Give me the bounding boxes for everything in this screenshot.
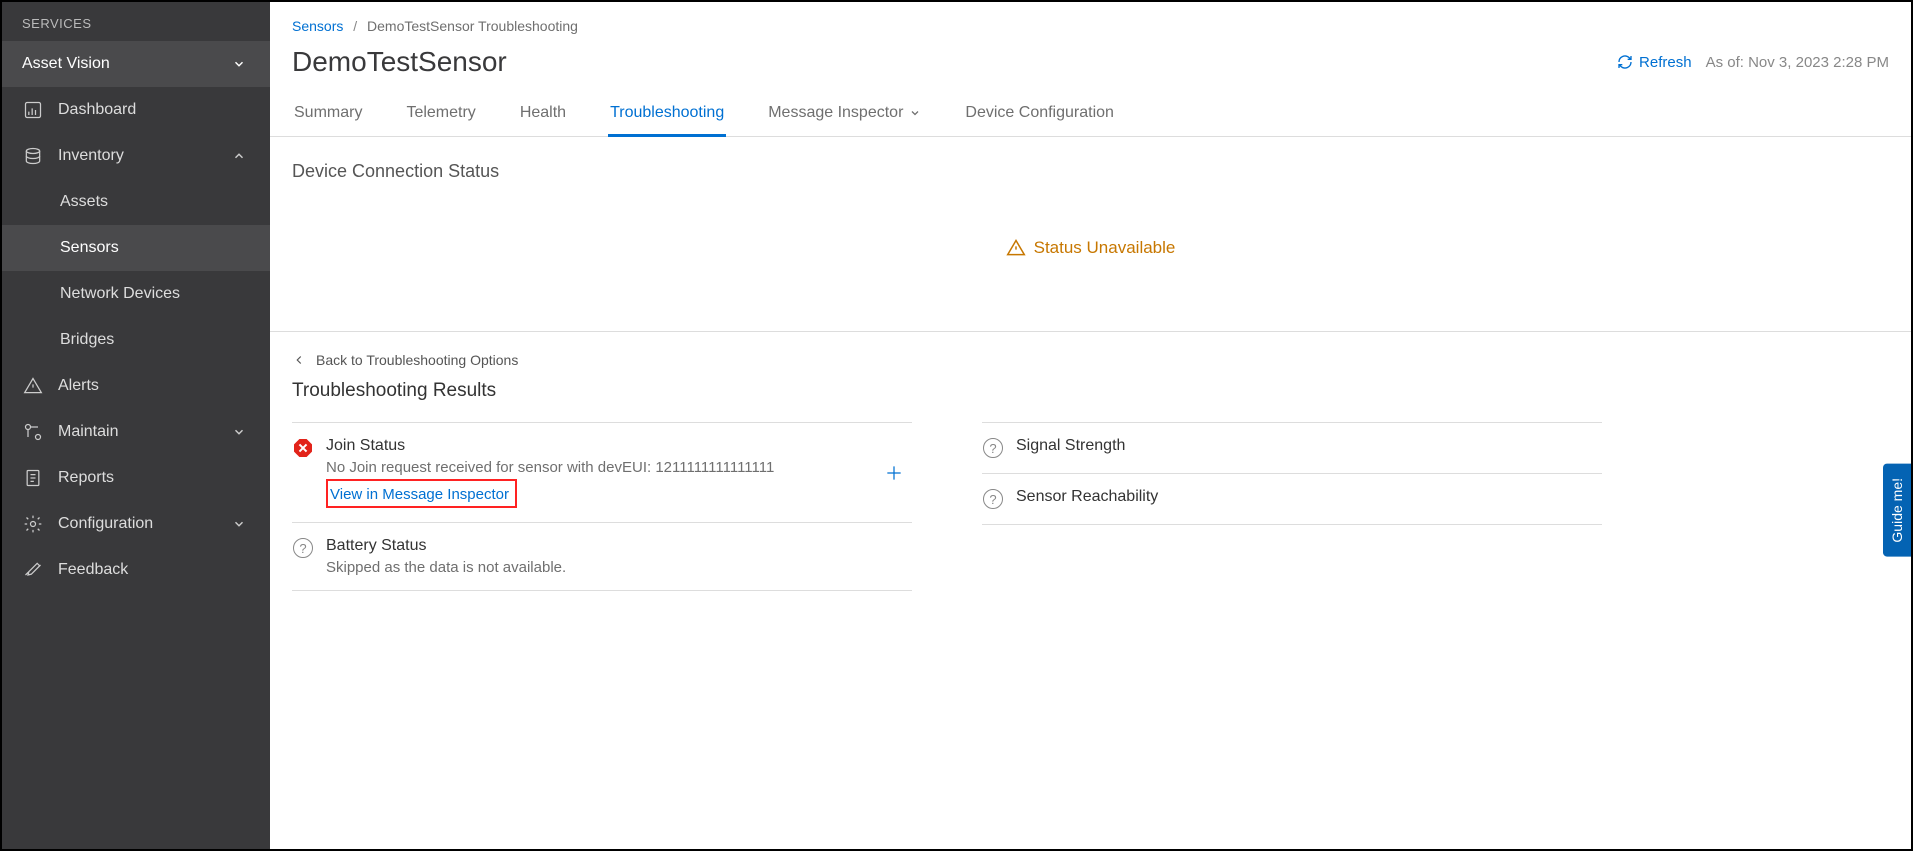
sidebar-item-label: Assets <box>60 193 108 211</box>
refresh-button[interactable]: Refresh <box>1617 54 1692 71</box>
tab-label: Message Inspector <box>768 104 903 122</box>
chevron-down-icon <box>228 57 250 71</box>
highlighted-link-box: View in Message Inspector <box>326 479 517 508</box>
sidebar-item-label: Alerts <box>58 377 99 395</box>
result-card-sensor-reachability: ? Sensor Reachability <box>982 474 1602 525</box>
back-link[interactable]: Back to Troubleshooting Options <box>270 332 1911 374</box>
tab-label: Device Configuration <box>965 104 1114 122</box>
question-icon: ? <box>982 488 1004 510</box>
result-card-battery-status: ? Battery Status Skipped as the data is … <box>292 523 912 591</box>
sidebar-item-inventory[interactable]: Inventory <box>2 133 270 179</box>
card-title: Join Status <box>326 437 906 455</box>
sidebar-item-label: Network Devices <box>60 285 180 303</box>
card-body: Signal Strength <box>1016 437 1596 459</box>
status-text: Status Unavailable <box>1034 238 1176 258</box>
sidebar-item-dashboard[interactable]: Dashboard <box>2 87 270 133</box>
refresh-icon <box>1617 54 1633 70</box>
card-title: Signal Strength <box>1016 437 1596 455</box>
sidebar-item-label: Bridges <box>60 331 114 349</box>
sidebar-item-label: Feedback <box>58 561 128 579</box>
sidebar-item-alerts[interactable]: Alerts <box>2 363 270 409</box>
tab-device-configuration[interactable]: Device Configuration <box>963 94 1116 136</box>
tab-summary[interactable]: Summary <box>292 94 364 136</box>
tab-label: Summary <box>294 104 362 122</box>
error-icon <box>292 437 314 459</box>
sidebar-item-network-devices[interactable]: Network Devices <box>2 271 270 317</box>
guide-me-label: Guide me! <box>1889 478 1905 543</box>
card-body: Join Status No Join request received for… <box>326 437 906 508</box>
sidebar-item-label: Maintain <box>58 423 118 441</box>
sidebar-item-reports[interactable]: Reports <box>2 455 270 501</box>
chevron-down-icon <box>228 425 250 439</box>
page-title: DemoTestSensor <box>292 46 507 78</box>
guide-me-button[interactable]: Guide me! <box>1883 464 1911 557</box>
sidebar-item-sensors[interactable]: Sensors <box>2 225 270 271</box>
chevron-up-icon <box>228 149 250 163</box>
gear-icon <box>22 514 44 534</box>
warning-icon <box>1006 238 1026 258</box>
tab-label: Telemetry <box>406 104 475 122</box>
results-title: Troubleshooting Results <box>270 374 1911 422</box>
breadcrumb-parent[interactable]: Sensors <box>292 18 343 34</box>
alert-icon <box>22 376 44 396</box>
sidebar-item-bridges[interactable]: Bridges <box>2 317 270 363</box>
card-description: No Join request received for sensor with… <box>326 459 906 476</box>
status-unavailable: Status Unavailable <box>1006 238 1176 258</box>
card-title: Battery Status <box>326 537 906 555</box>
asof-timestamp: As of: Nov 3, 2023 2:28 PM <box>1706 54 1889 71</box>
sidebar-item-feedback[interactable]: Feedback <box>2 547 270 593</box>
app-root: SERVICES Asset Vision Dashboard Inventor… <box>0 0 1913 851</box>
connection-status-block: Status Unavailable <box>270 182 1911 331</box>
chevron-down-icon <box>228 517 250 531</box>
breadcrumb-current: DemoTestSensor Troubleshooting <box>367 18 578 34</box>
tab-label: Health <box>520 104 566 122</box>
sidebar-item-configuration[interactable]: Configuration <box>2 501 270 547</box>
refresh-label: Refresh <box>1639 54 1692 71</box>
expand-button[interactable] <box>884 463 904 483</box>
sidebar-section-label: Asset Vision <box>22 55 110 73</box>
card-body: Sensor Reachability <box>1016 488 1596 510</box>
tab-label: Troubleshooting <box>610 104 724 122</box>
card-body: Battery Status Skipped as the data is no… <box>326 537 906 576</box>
breadcrumb-separator: / <box>353 18 357 34</box>
connection-status-title: Device Connection Status <box>270 137 1911 182</box>
results-col-right: ? Signal Strength ? Sensor Reachability <box>982 422 1602 591</box>
results-col-left: Join Status No Join request received for… <box>292 422 912 591</box>
sidebar: SERVICES Asset Vision Dashboard Inventor… <box>2 2 270 849</box>
card-description: Skipped as the data is not available. <box>326 559 906 576</box>
results-grid: Join Status No Join request received for… <box>270 422 1911 631</box>
back-link-label: Back to Troubleshooting Options <box>316 352 518 368</box>
sidebar-item-label: Sensors <box>60 239 119 257</box>
tab-telemetry[interactable]: Telemetry <box>404 94 477 136</box>
main-content: Sensors / DemoTestSensor Troubleshooting… <box>270 2 1911 849</box>
question-icon: ? <box>982 437 1004 459</box>
sidebar-item-label: Configuration <box>58 515 153 533</box>
tab-troubleshooting[interactable]: Troubleshooting <box>608 94 726 136</box>
question-icon: ? <box>292 537 314 559</box>
tab-message-inspector[interactable]: Message Inspector <box>766 94 923 136</box>
card-title: Sensor Reachability <box>1016 488 1596 506</box>
reports-icon <box>22 468 44 488</box>
maintain-icon <box>22 422 44 442</box>
sidebar-item-label: Dashboard <box>58 101 136 119</box>
result-card-join-status: Join Status No Join request received for… <box>292 422 912 523</box>
tab-health[interactable]: Health <box>518 94 568 136</box>
plus-icon <box>884 463 904 483</box>
feedback-icon <box>22 560 44 580</box>
view-in-message-inspector-link[interactable]: View in Message Inspector <box>330 486 509 503</box>
sidebar-item-assets[interactable]: Assets <box>2 179 270 225</box>
result-card-signal-strength: ? Signal Strength <box>982 422 1602 474</box>
dashboard-icon <box>22 100 44 120</box>
inventory-icon <box>22 146 44 166</box>
sidebar-item-label: Reports <box>58 469 114 487</box>
chevron-left-icon <box>292 353 306 367</box>
tabs: Summary Telemetry Health Troubleshooting… <box>270 94 1911 137</box>
sidebar-header: SERVICES <box>2 2 270 41</box>
page-title-row: DemoTestSensor Refresh As of: Nov 3, 202… <box>270 40 1911 92</box>
chevron-down-icon <box>909 107 921 119</box>
sidebar-item-maintain[interactable]: Maintain <box>2 409 270 455</box>
sidebar-item-label: Inventory <box>58 147 124 165</box>
breadcrumb: Sensors / DemoTestSensor Troubleshooting <box>270 2 1911 40</box>
sidebar-section-asset-vision[interactable]: Asset Vision <box>2 41 270 87</box>
